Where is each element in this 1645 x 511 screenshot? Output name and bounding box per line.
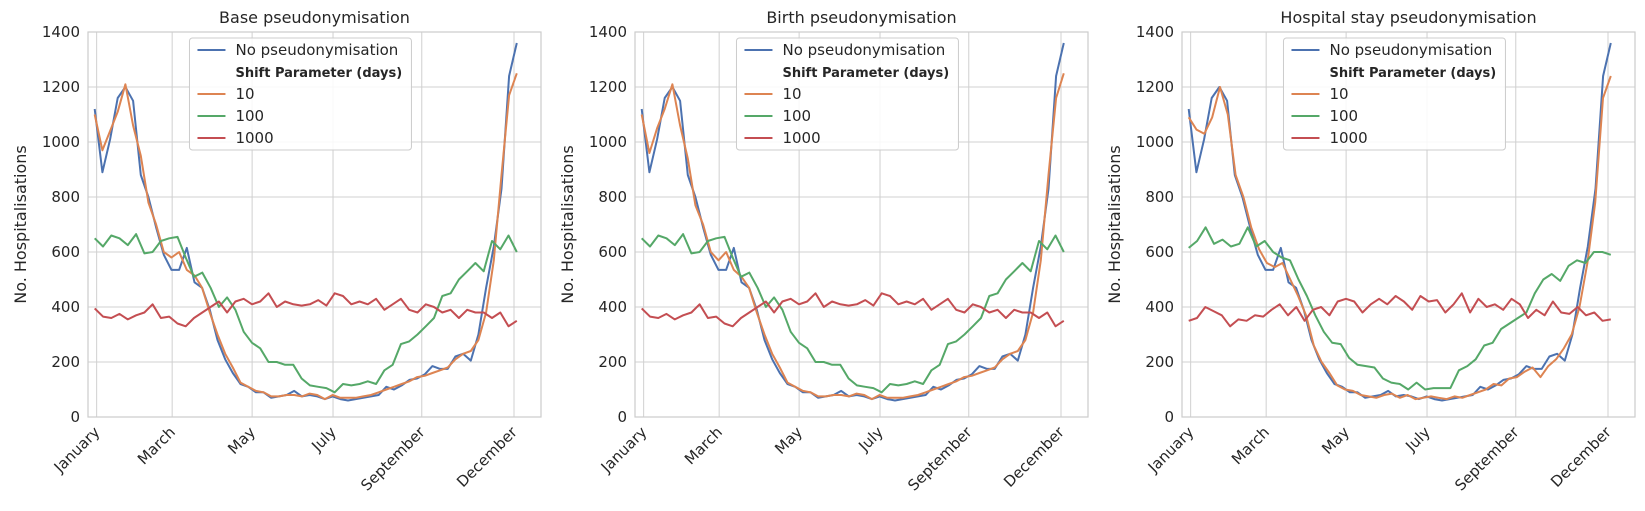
x-tick-label: July (1401, 423, 1434, 456)
series-line-1000 (640, 292, 1065, 328)
chart-title: Hospital stay pseudonymisation (1280, 8, 1536, 27)
x-tick-label: January (597, 423, 651, 477)
y-tick-label: 600 (1145, 243, 1174, 261)
legend: No pseudonymisation Shift Parameter (days… (1282, 37, 1506, 151)
y-axis-label: No. Hospitalisations (558, 145, 577, 304)
chart-panel-2: Birth pseudonymisation 0 200 400 600 800 1000 1… (558, 8, 1089, 495)
series-line-1000 (93, 292, 518, 328)
y-tick-label: 200 (598, 353, 627, 371)
y-tick-label: 200 (1145, 353, 1174, 371)
y-tick-label: 400 (1145, 298, 1174, 316)
y-tick-label: 200 (51, 353, 80, 371)
plot-frame (634, 31, 1089, 418)
legend-box (188, 37, 412, 151)
legend-label: No pseudonymisation (782, 41, 945, 59)
y-tick-label: 1200 (42, 78, 80, 96)
y-tick-label: 1200 (589, 78, 627, 96)
x-tick-label: January (50, 423, 104, 477)
series-line-10 (1187, 75, 1612, 401)
legend-label: 10 (1329, 85, 1348, 103)
legend-box (1282, 37, 1506, 151)
x-tick-label: July (854, 423, 887, 456)
x-tick-label: March (1228, 423, 1273, 468)
legend: No pseudonymisation Shift Parameter (days… (735, 37, 959, 151)
y-tick-label: 0 (617, 408, 627, 426)
series-line-10 (640, 73, 1065, 401)
legend-header: Shift Parameter (days) (782, 66, 949, 81)
y-tick-label: 1000 (42, 133, 80, 151)
y-tick-label: 1200 (1136, 78, 1174, 96)
chart-title: Birth pseudonymisation (766, 8, 956, 27)
legend-header: Shift Parameter (days) (235, 66, 402, 81)
series-line-100 (640, 233, 1065, 394)
y-tick-label: 800 (598, 188, 627, 206)
y-tick-label: 800 (51, 188, 80, 206)
legend-header: Shift Parameter (days) (1329, 66, 1496, 81)
plot-frame (87, 31, 542, 418)
legend-label: No pseudonymisation (1329, 41, 1492, 59)
x-tick-label: December (1000, 423, 1068, 491)
x-tick-label: May (771, 423, 806, 458)
x-tick-label: May (224, 423, 259, 458)
y-tick-label: 0 (1164, 408, 1174, 426)
y-tick-label: 600 (51, 243, 80, 261)
x-tick-label: March (134, 423, 179, 468)
y-tick-label: 1400 (589, 23, 627, 41)
y-tick-label: 1000 (589, 133, 627, 151)
plot-frame (1181, 31, 1636, 418)
x-tick-label: March (681, 423, 726, 468)
y-tick-label: 600 (598, 243, 627, 261)
legend-label: 10 (235, 85, 254, 103)
legend-label: 1000 (782, 129, 820, 147)
x-tick-label: July (307, 423, 340, 456)
y-axis-label: No. Hospitalisations (1105, 145, 1124, 304)
x-tick-label: January (1144, 423, 1198, 477)
legend-box (735, 37, 959, 151)
y-tick-label: 800 (1145, 188, 1174, 206)
legend-label: 100 (1329, 107, 1358, 125)
series-line-100 (93, 233, 518, 394)
y-axis-label: No. Hospitalisations (11, 145, 30, 304)
series-line-no-pseudonymisation (1187, 42, 1612, 402)
legend-label: 100 (782, 107, 811, 125)
legend-label: 100 (235, 107, 264, 125)
chart-panel-3: Hospital stay pseudonymisation 0 200 400 600… (1105, 8, 1636, 495)
y-tick-label: 400 (598, 298, 627, 316)
x-tick-label: September (357, 423, 429, 495)
series-line-100 (1188, 226, 1612, 391)
legend-label: 1000 (235, 129, 273, 147)
x-tick-label: September (1451, 423, 1523, 495)
legend-label: 10 (782, 85, 801, 103)
y-tick-label: 1400 (1136, 23, 1174, 41)
y-tick-label: 0 (70, 408, 80, 426)
y-tick-label: 1000 (1136, 133, 1174, 151)
series-line-10 (93, 72, 518, 401)
x-tick-label: December (453, 423, 521, 491)
x-tick-label: December (1547, 423, 1615, 491)
chart-panel-1: Base pseudonymisation 0 200 400 600 800 1000 12… (11, 8, 542, 495)
y-tick-label: 1400 (42, 23, 80, 41)
legend: No pseudonymisation Shift Parameter (days… (188, 37, 412, 151)
x-tick-label: May (1318, 423, 1353, 458)
chart-title: Base pseudonymisation (219, 8, 410, 27)
series-line-1000 (1188, 292, 1611, 328)
y-tick-label: 400 (51, 298, 80, 316)
legend-label: No pseudonymisation (235, 41, 398, 59)
legend-label: 1000 (1329, 129, 1367, 147)
x-tick-label: September (904, 423, 976, 495)
